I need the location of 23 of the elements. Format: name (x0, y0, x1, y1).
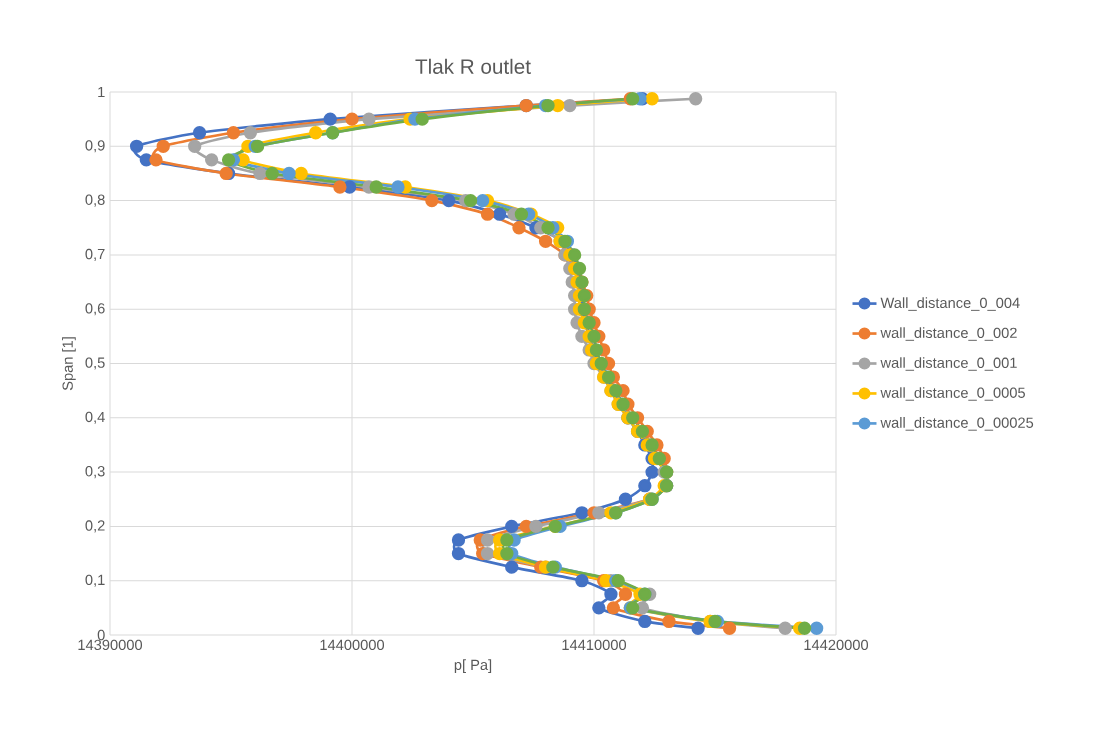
legend-label: wall_distance_0_00025 (880, 417, 1034, 431)
y-tick-label: 0,6 (85, 303, 105, 316)
legend-label: wall_distance_0_001 (880, 357, 1017, 371)
y-tick-label: 0,4 (85, 411, 105, 424)
chart-title: Tlak R outlet (415, 58, 531, 74)
legend-label: Wall_distance_0_004 (880, 297, 1020, 311)
x-tick-label: 14390000 (78, 639, 143, 651)
y-axis-title: Span [1] (62, 337, 76, 391)
legend-label: wall_distance_0_0005 (880, 387, 1025, 401)
y-tick-label: 0 (97, 629, 105, 641)
x-tick-label: 14410000 (562, 639, 627, 651)
y-tick-label: 0,9 (85, 140, 105, 153)
legend-label: wall_distance_0_002 (880, 327, 1017, 341)
y-tick-label: 0,2 (85, 520, 105, 533)
x-axis-title: p[ Pa] (454, 659, 492, 673)
y-tick-label: 0,3 (85, 466, 105, 479)
y-tick-label: 0,8 (85, 194, 105, 207)
y-tick-label: 0,1 (85, 574, 105, 587)
y-tick-label: 1 (98, 86, 105, 98)
y-tick-label: 0,5 (85, 357, 105, 370)
x-tick-label: 14420000 (804, 639, 869, 651)
y-tick-label: 0,7 (85, 248, 105, 261)
x-tick-label: 14400000 (320, 639, 385, 651)
